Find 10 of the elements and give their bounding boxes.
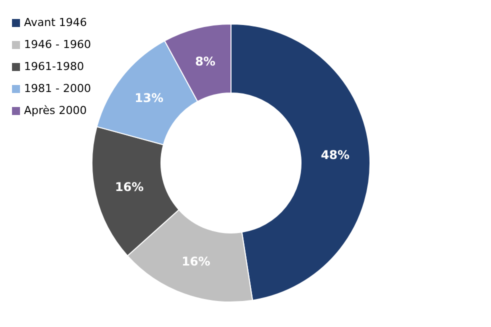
- legend-label: 1981 - 2000: [24, 82, 91, 95]
- legend-label: 1961-1980: [24, 60, 84, 73]
- data-label: 13%: [134, 91, 164, 106]
- legend-label: Avant 1946: [24, 16, 87, 29]
- data-label: 48%: [320, 148, 350, 162]
- legend-label: Après 2000: [24, 104, 87, 117]
- data-label: 16%: [182, 254, 210, 268]
- data-label: 16%: [114, 180, 144, 194]
- data-label: 8%: [195, 54, 216, 69]
- legend-label: 1946 - 1960: [24, 38, 91, 51]
